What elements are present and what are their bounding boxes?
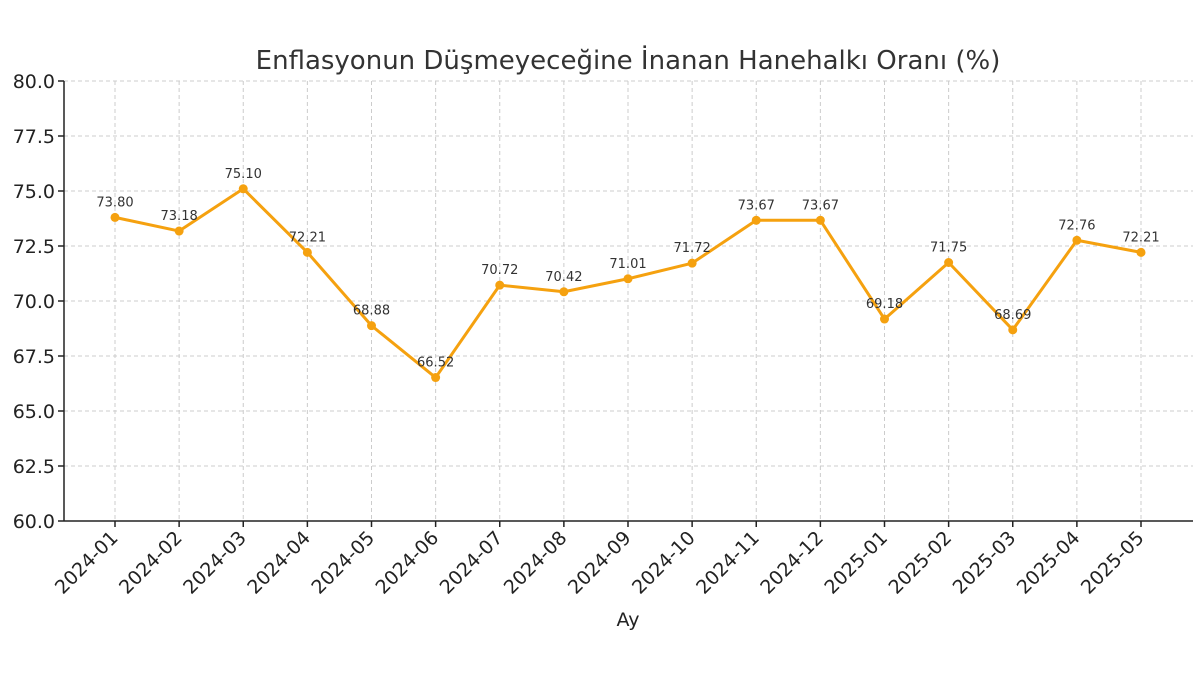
y-tick-label: 75.0: [13, 181, 55, 203]
x-tick-label: 2024-09: [564, 527, 636, 599]
data-label: 71.01: [609, 257, 646, 272]
chart-title: Enflasyonun Düşmeyeceğine İnanan Hanehal…: [256, 44, 1001, 76]
x-tick-label: 2025-01: [820, 527, 892, 599]
data-point: [238, 184, 248, 194]
data-label: 73.67: [738, 198, 775, 213]
y-tick-label: 65.0: [13, 401, 55, 423]
x-tick-label: 2024-06: [371, 527, 443, 599]
y-tick-label: 62.5: [13, 456, 55, 478]
data-label: 73.67: [802, 198, 839, 213]
x-tick-label: 2024-11: [692, 527, 764, 599]
data-point: [1072, 235, 1082, 245]
data-point: [1136, 247, 1146, 257]
data-label: 73.18: [161, 209, 198, 224]
data-label: 68.69: [994, 308, 1031, 323]
data-point: [559, 287, 569, 297]
data-label: 72.76: [1058, 218, 1095, 233]
x-axis-ticks: 2024-012024-022024-032024-042024-052024-…: [51, 521, 1149, 599]
x-axis-label: Ay: [617, 609, 640, 631]
data-point: [751, 215, 761, 225]
y-tick-label: 67.5: [13, 346, 55, 368]
y-tick-label: 80.0: [13, 71, 55, 93]
data-point: [880, 314, 889, 324]
data-point: [302, 247, 312, 257]
y-axis-ticks: 60.0 62.5 65.0 67.5 70.0 72.5 75.0 77.5 80.0: [13, 71, 64, 533]
x-tick-label: 2025-02: [884, 527, 956, 599]
x-tick-label: 2025-03: [949, 527, 1021, 599]
x-tick-label: 2024-07: [436, 527, 508, 599]
data-label: 70.72: [481, 263, 518, 278]
x-tick-label: 2024-02: [115, 527, 187, 599]
x-tick-label: 2024-08: [500, 527, 572, 599]
data-label: 70.42: [545, 270, 582, 285]
x-tick-label: 2024-10: [628, 527, 700, 599]
x-tick-label: 2024-01: [51, 527, 123, 599]
data-label: 72.21: [1122, 230, 1159, 245]
data-point: [431, 373, 441, 383]
y-tick-label: 77.5: [13, 126, 55, 148]
x-tick-label: 2024-04: [243, 527, 315, 599]
data-label: 73.80: [96, 195, 133, 210]
x-tick-label: 2025-05: [1077, 527, 1149, 599]
x-tick-label: 2024-03: [179, 527, 251, 599]
data-label: 69.18: [866, 297, 903, 312]
y-tick-label: 70.0: [13, 291, 55, 313]
series: [110, 184, 1146, 383]
data-label: 66.52: [417, 356, 454, 371]
data-point: [495, 280, 505, 290]
x-tick-label: 2024-05: [307, 527, 379, 599]
data-point: [110, 212, 120, 222]
data-point: [944, 258, 954, 267]
x-tick-label: 2024-12: [756, 527, 828, 599]
data-label: 68.88: [353, 304, 390, 319]
data-point: [1008, 325, 1018, 335]
data-label: 75.10: [225, 167, 262, 182]
x-tick-label: 2025-04: [1013, 527, 1085, 599]
data-point: [174, 226, 184, 236]
data-label: 71.72: [674, 241, 711, 256]
data-label: 71.75: [930, 241, 967, 256]
data-point: [687, 258, 697, 268]
data-point: [367, 321, 376, 331]
data-labels: 73.80 73.18 75.10 72.21 68.88 66.52 70.72 70.42…: [96, 167, 1159, 371]
y-tick-label: 60.0: [13, 511, 55, 533]
y-tick-label: 72.5: [13, 236, 55, 258]
grid: [64, 80, 1193, 522]
data-label: 72.21: [289, 230, 326, 245]
data-point: [815, 215, 825, 225]
data-point: [623, 274, 633, 284]
